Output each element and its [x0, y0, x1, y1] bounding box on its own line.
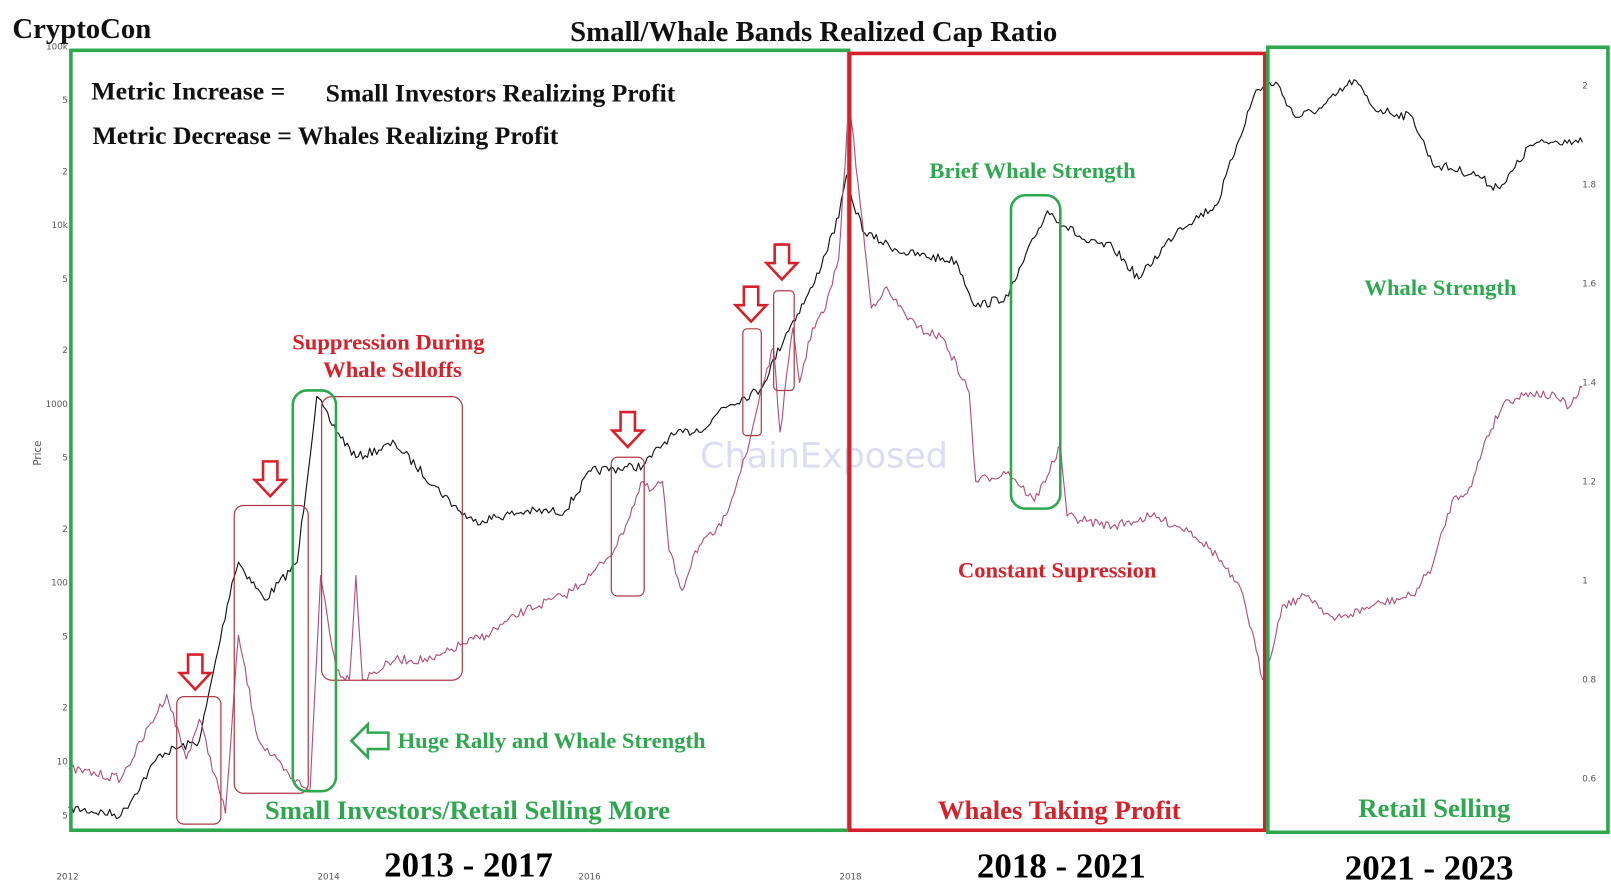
- panel-2018-2021: [847, 51, 1267, 833]
- huge-rally-label: Huge Rally and Whale Strength: [398, 728, 706, 753]
- whales-taking-profit-label: Whales Taking Profit: [938, 795, 1181, 825]
- y-tick-label: 2: [62, 346, 68, 356]
- highlight-box: [233, 504, 309, 794]
- y2-tick-label: 1.2: [1582, 478, 1596, 488]
- y-tick-label: 2: [62, 167, 68, 177]
- y-tick-label: 10k: [52, 221, 69, 231]
- x-tick-label: 2014: [317, 873, 340, 883]
- x-axis: 2012 2014 2016 2018: [57, 873, 862, 883]
- x-tick-label: 2018: [839, 873, 861, 883]
- y-tick-label: 5: [62, 811, 68, 821]
- retail-selling-label: Retail Selling: [1358, 793, 1511, 823]
- y-tick-label: 2: [62, 525, 68, 535]
- y-tick-label: 100: [51, 579, 68, 589]
- y-axis-left: 100k 5 2 10k 5 2 1000 5 2 100 5 2 10 5: [46, 42, 69, 821]
- brand: CryptoCon: [12, 13, 151, 45]
- y-axis-label: Price: [32, 441, 44, 466]
- y-tick-label: 5: [62, 633, 68, 643]
- y-tick-label: 5: [62, 454, 68, 464]
- highlight-box: [610, 456, 645, 597]
- y2-tick-label: 1.8: [1582, 180, 1596, 190]
- highlight-box: [742, 328, 762, 437]
- y2-tick-label: 1.6: [1582, 279, 1596, 289]
- y2-tick-label: 0.8: [1582, 676, 1596, 686]
- constant-supression-label: Constant Supression: [958, 557, 1157, 582]
- whale-strength-box: [291, 389, 338, 793]
- highlight-box: [176, 696, 222, 825]
- brief-whale-label: Brief Whale Strength: [929, 158, 1136, 183]
- chart-title: Small/Whale Bands Realized Cap Ratio: [570, 16, 1057, 48]
- y2-tick-label: 1.4: [1582, 379, 1596, 389]
- left-arrow-icon: [349, 721, 390, 761]
- period-2021-2023: 2021 - 2023: [1345, 849, 1514, 888]
- down-arrow-icon: [251, 460, 289, 499]
- highlight-box: [773, 290, 795, 392]
- y2-tick-label: 0.6: [1582, 775, 1596, 785]
- metric-increase-label: Metric Increase =: [91, 77, 285, 106]
- period-2018-2021: 2018 - 2021: [977, 847, 1146, 886]
- suppression-line2: Whale Selloffs: [323, 357, 462, 382]
- y-tick-label: 2: [62, 704, 68, 714]
- suppression-line1: Suppression During: [292, 329, 485, 354]
- down-arrow-icon: [609, 410, 647, 449]
- y-axis-right: 2 1.8 1.6 1.4 1.2 1 0.8 0.6: [1582, 81, 1596, 784]
- watermark: ChainExposed: [700, 437, 948, 477]
- metric-decrease: Metric Decrease = Whales Realizing Profi…: [92, 121, 558, 150]
- down-arrow-icon: [732, 285, 770, 324]
- y-tick-label: 10: [57, 757, 68, 767]
- y-tick-label: 1000: [46, 400, 68, 410]
- y2-tick-label: 1: [1582, 577, 1588, 587]
- y-tick-label: 5: [62, 275, 68, 285]
- metric-increase-value: Small Investors Realizing Profit: [326, 79, 676, 108]
- period-2013-2017: 2013 - 2017: [384, 845, 553, 884]
- panel-2021-2023: [1266, 45, 1610, 835]
- small-investors-label: Small Investors/Retail Selling More: [265, 795, 670, 825]
- x-tick-label: 2016: [578, 873, 600, 883]
- down-arrow-icon: [763, 243, 801, 282]
- down-arrow-icon: [176, 653, 214, 692]
- y-tick-label: 100k: [46, 42, 69, 52]
- x-tick-label: 2012: [57, 873, 79, 883]
- highlight-box: [320, 396, 463, 681]
- whale-strength-label: Whale Strength: [1364, 275, 1517, 300]
- y2-tick-label: 2: [1582, 81, 1588, 91]
- ratio-line: [68, 99, 1583, 814]
- whale-strength-box: [1009, 193, 1062, 510]
- price-line: [68, 79, 1583, 820]
- y-tick-label: 5: [62, 96, 68, 106]
